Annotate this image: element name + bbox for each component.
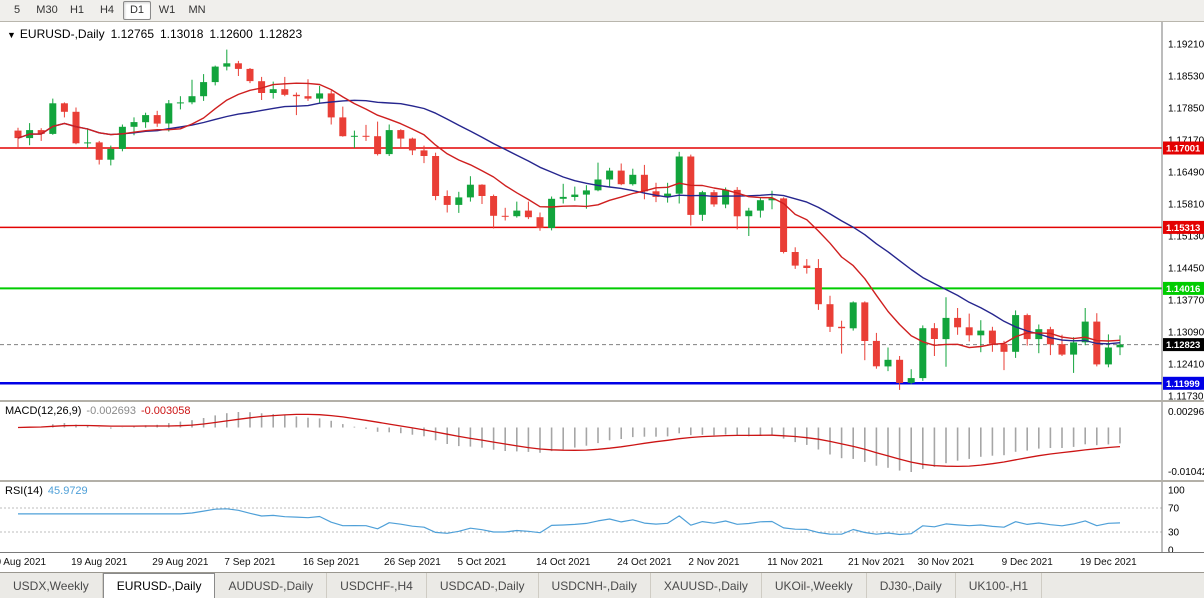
- timeframe-toolbar: 5 M30 H1 H4 D1 W1 MN: [0, 0, 1204, 22]
- price-chart-panel[interactable]: 1.19210 1.18530 1.17850 1.17170 1.16490 1.158…: [0, 22, 1204, 403]
- chart-tab-usdcad-daily[interactable]: USDCAD-,Daily: [427, 573, 539, 598]
- rsi-value: 45.9729: [47, 485, 88, 497]
- chart-tab-ukoil-weekly[interactable]: UKOil-,Weekly: [762, 573, 867, 598]
- svg-text:1.17001: 1.17001: [1166, 144, 1201, 155]
- svg-text:0: 0: [1168, 546, 1174, 557]
- svg-text:1.14450: 1.14450: [1168, 264, 1204, 275]
- macd-signal-value: -0.003058: [140, 405, 191, 417]
- timeframe-button-h1[interactable]: H1: [69, 4, 85, 16]
- date-axis-label: 14 Oct 2021: [535, 557, 591, 568]
- svg-text:1.14016: 1.14016: [1166, 284, 1200, 295]
- ohlc-open: 1.12765: [110, 27, 154, 41]
- rsi-name: RSI(14): [5, 485, 43, 497]
- chart-title: ▼ EURUSD-,Daily 1.12765 1.13018 1.12600 1.128…: [7, 27, 308, 41]
- svg-text:1.17170: 1.17170: [1168, 136, 1204, 147]
- chart-tab-usdcnh-daily[interactable]: USDCNH-,Daily: [539, 573, 651, 598]
- date-axis-label: 10 Aug 2021: [0, 557, 47, 568]
- svg-text:1.12410: 1.12410: [1168, 360, 1204, 371]
- svg-text:1.15313: 1.15313: [1166, 223, 1200, 234]
- chart-tab-usdchf-h4[interactable]: USDCHF-,H4: [327, 573, 427, 598]
- svg-text:1.19210: 1.19210: [1168, 40, 1204, 51]
- chart-menu-arrow-icon[interactable]: ▼: [7, 30, 16, 40]
- svg-text:1.11999: 1.11999: [1166, 379, 1200, 390]
- timeframe-button-w1[interactable]: W1: [158, 4, 176, 16]
- date-axis-label: 16 Sep 2021: [302, 557, 360, 568]
- date-axis-label: 19 Aug 2021: [71, 557, 128, 568]
- svg-text:1.17850: 1.17850: [1168, 104, 1204, 115]
- chart-tab-usdx-weekly[interactable]: USDX,Weekly: [0, 573, 103, 598]
- chart-tab-uk100-h1[interactable]: UK100-,H1: [956, 573, 1043, 598]
- candles: [14, 49, 1124, 390]
- chart-symbol-label: EURUSD-,Daily: [19, 27, 105, 41]
- date-axis-label: 9 Dec 2021: [1001, 557, 1053, 568]
- svg-text:1.18530: 1.18530: [1168, 72, 1204, 83]
- svg-text:1.12823: 1.12823: [1166, 340, 1200, 351]
- svg-text:0.002966: 0.002966: [1168, 407, 1204, 418]
- rsi-label: RSI(14) 45.9729: [5, 485, 93, 497]
- timeframe-button-5[interactable]: 5: [13, 4, 21, 16]
- timeframe-button-d1[interactable]: D1: [123, 1, 151, 20]
- date-axis-label: 7 Sep 2021: [224, 557, 276, 568]
- rsi-canvas[interactable]: 100 70 30 0: [0, 482, 1204, 557]
- chart-tabs-bar: USDX,Weekly EURUSD-,Daily AUDUSD-,Daily USD…: [0, 572, 1204, 598]
- date-axis-label: 5 Oct 2021: [457, 557, 507, 568]
- date-axis[interactable]: 10 Aug 2021 19 Aug 2021 29 Aug 2021 7 Sep 2…: [0, 552, 1204, 572]
- macd-canvas[interactable]: 0.002966 -0.010420: [0, 402, 1204, 480]
- ohlc-high: 1.13018: [160, 27, 204, 41]
- macd-main-value: -0.002693: [86, 405, 136, 417]
- timeframe-button-mn[interactable]: MN: [188, 4, 206, 16]
- chart-tab-eurusd-daily[interactable]: EURUSD-,Daily: [102, 573, 216, 598]
- price-chart-canvas[interactable]: 1.19210 1.18530 1.17850 1.17170 1.16490 1.158…: [0, 22, 1204, 403]
- chart-tab-audusd-daily[interactable]: AUDUSD-,Daily: [215, 573, 328, 598]
- date-axis-label: 21 Nov 2021: [848, 557, 905, 568]
- date-axis-label: 26 Sep 2021: [384, 557, 441, 568]
- svg-text:1.15130: 1.15130: [1168, 232, 1204, 243]
- chart-tab-xauusd-daily[interactable]: XAUUSD-,Daily: [651, 573, 762, 598]
- rsi-indicator-panel[interactable]: 100 70 30 0 RSI(14) 45.9729: [0, 480, 1204, 557]
- timeframe-button-m30[interactable]: M30: [36, 4, 58, 16]
- svg-text:1.13090: 1.13090: [1168, 328, 1204, 339]
- svg-text:1.11730: 1.11730: [1168, 392, 1204, 403]
- date-axis-label: 19 Dec 2021: [1080, 557, 1137, 568]
- ohlc-low: 1.12600: [209, 27, 253, 41]
- macd-name: MACD(12,26,9): [5, 405, 82, 417]
- svg-text:-0.010420: -0.010420: [1168, 467, 1204, 478]
- chart-tab-dj30-daily[interactable]: DJ30-,Daily: [867, 573, 956, 598]
- date-axis-label: 24 Oct 2021: [617, 557, 672, 568]
- date-axis-label: 2 Nov 2021: [688, 557, 740, 568]
- macd-label: MACD(12,26,9) -0.002693 -0.003058: [5, 405, 196, 417]
- svg-text:1.16490: 1.16490: [1168, 168, 1204, 179]
- date-axis-label: 11 Nov 2021: [767, 557, 824, 568]
- svg-text:1.13770: 1.13770: [1168, 296, 1204, 307]
- svg-text:70: 70: [1168, 504, 1180, 515]
- svg-text:100: 100: [1168, 486, 1185, 497]
- date-axis-label: 29 Aug 2021: [152, 557, 209, 568]
- timeframe-button-h4[interactable]: H4: [99, 4, 115, 16]
- svg-text:1.15810: 1.15810: [1168, 200, 1204, 211]
- chart-window: 1.19210 1.18530 1.17850 1.17170 1.16490 1.158…: [0, 22, 1204, 572]
- svg-text:30: 30: [1168, 528, 1180, 539]
- date-axis-label: 30 Nov 2021: [917, 557, 975, 568]
- ohlc-close: 1.12823: [258, 27, 303, 41]
- macd-indicator-panel[interactable]: 0.002966 -0.010420 MACD(12,26,9) -0.002693…: [0, 400, 1204, 480]
